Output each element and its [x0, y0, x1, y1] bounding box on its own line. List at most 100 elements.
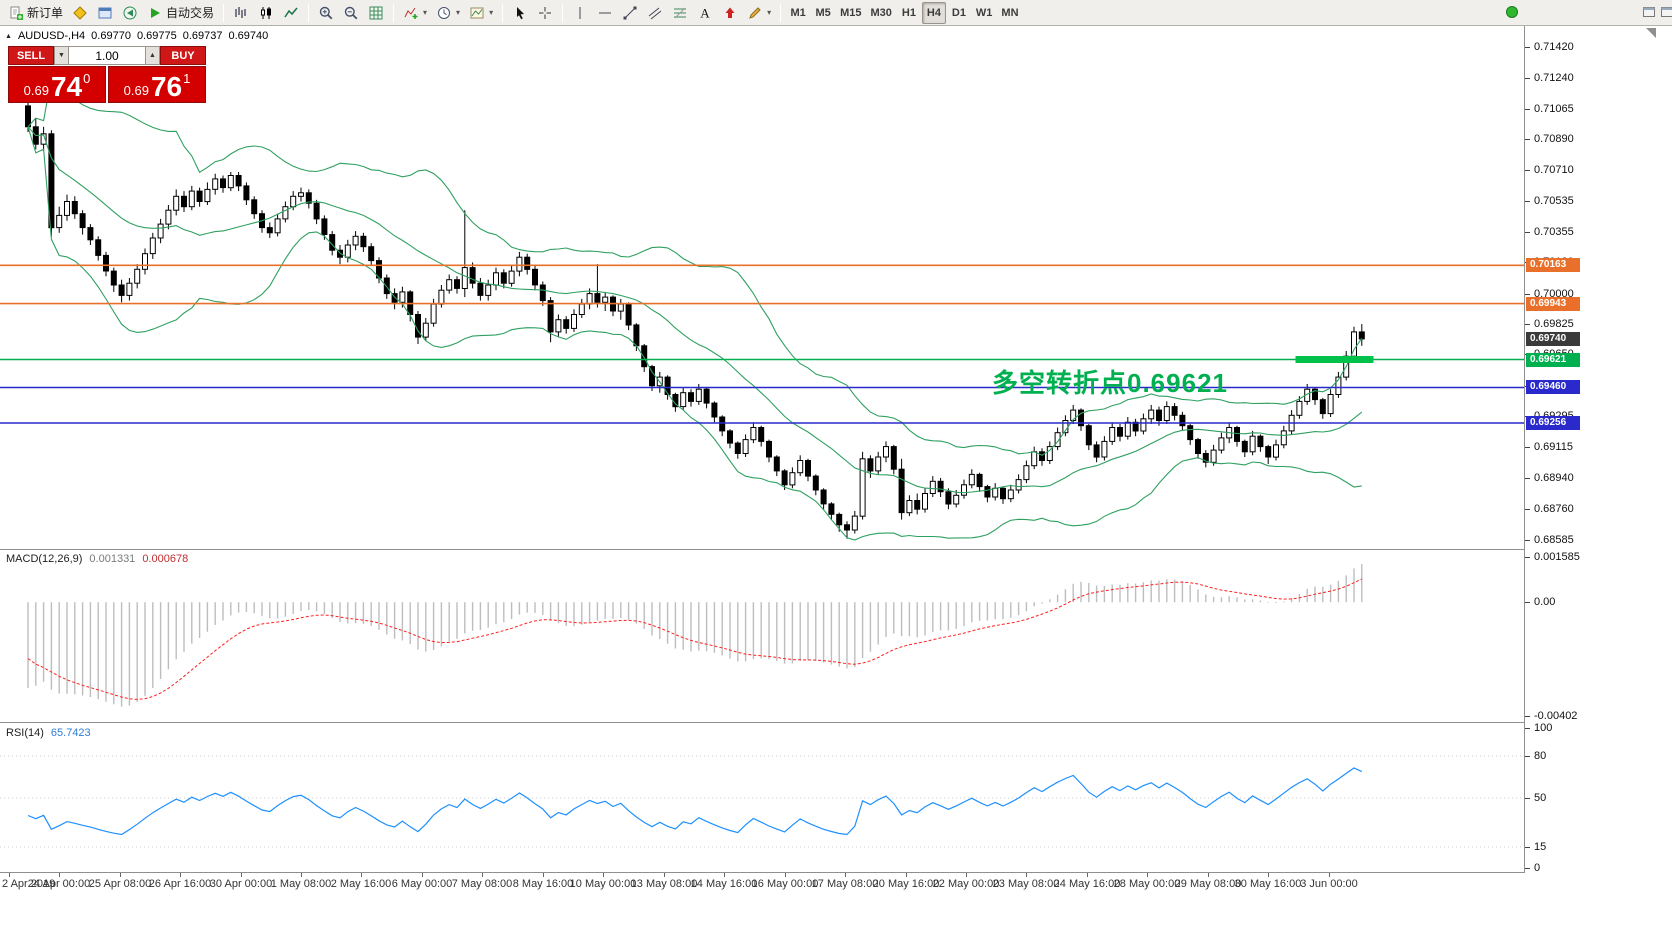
- axis-tick-mark: [1525, 232, 1530, 233]
- sell-button[interactable]: SELL: [8, 46, 54, 65]
- open-value: 0.69770: [91, 30, 131, 42]
- trendline-button[interactable]: [618, 2, 642, 24]
- templates-button[interactable]: ▾: [465, 2, 497, 24]
- volume-input[interactable]: [69, 46, 145, 65]
- collapse-panel-icon[interactable]: ▲: [5, 32, 12, 40]
- timeframe-m1-button[interactable]: M1: [786, 2, 810, 24]
- sell-price-big: 74: [50, 71, 83, 103]
- time-tick-label: 8 May 16:00: [512, 878, 574, 890]
- crosshair-button[interactable]: [533, 2, 557, 24]
- line-chart-button[interactable]: [279, 2, 303, 24]
- sell-price-pip: 0: [83, 71, 91, 86]
- axis-tick-mark: [1525, 756, 1530, 757]
- connection-status-icon[interactable]: [1500, 1, 1524, 23]
- timeframe-m15-button[interactable]: M15: [836, 2, 865, 24]
- timeframe-mn-button-label: MN: [1001, 6, 1019, 19]
- time-tick-mark: [180, 873, 181, 877]
- buy-price-small: 0.69: [123, 83, 149, 99]
- equidistant-channel-button[interactable]: [643, 2, 667, 24]
- cursor-button[interactable]: [508, 2, 532, 24]
- chart-ohlc-header: ▲ AUDUSD-,H4 0.69770 0.69775 0.69737 0.6…: [5, 30, 268, 42]
- macd-panel-canvas[interactable]: [0, 550, 1524, 722]
- axis-tick-mark: [1525, 139, 1530, 140]
- template-icon: [470, 7, 484, 18]
- bar-chart-button[interactable]: [229, 2, 253, 24]
- metaeditor-button[interactable]: [68, 2, 92, 24]
- panel-splitter[interactable]: [0, 549, 1672, 550]
- time-tick-mark: [1329, 873, 1330, 877]
- sell-price-small: 0.69: [23, 83, 49, 99]
- text-label-button[interactable]: A: [693, 2, 717, 24]
- level-price-badge: 0.69943: [1526, 297, 1580, 311]
- notifications-button[interactable]: [118, 2, 142, 24]
- buy-price-button[interactable]: 0.69 76 1: [108, 66, 206, 103]
- horizontal-line-button[interactable]: [593, 2, 617, 24]
- timeframe-m5-button-label: M5: [815, 6, 831, 19]
- panel-splitter[interactable]: [0, 722, 1672, 723]
- periods-button[interactable]: ▾: [432, 2, 464, 24]
- fibonacci-retracement-button[interactable]: [668, 2, 692, 24]
- macd-signal-value: 0.000678: [142, 553, 189, 565]
- toolbar-separator: [780, 3, 782, 22]
- time-tick-label: 14 May 16:00: [690, 878, 758, 890]
- chart-shift-marker[interactable]: [1646, 28, 1656, 38]
- timeframe-h1-button[interactable]: H1: [897, 2, 921, 24]
- axis-tick-mark: [1525, 447, 1530, 448]
- timeframe-m30-button-label: M30: [870, 6, 892, 19]
- price-tick-label: 0.70535: [1534, 195, 1574, 207]
- vertical-line-button[interactable]: [568, 2, 592, 24]
- zoom-out-button[interactable]: [339, 2, 363, 24]
- vline-icon: [579, 6, 581, 19]
- megaphone-icon: [123, 6, 137, 19]
- level-price-badge: 0.69256: [1526, 416, 1580, 430]
- timeframe-d1-button[interactable]: D1: [947, 2, 971, 24]
- timeframe-w1-button[interactable]: W1: [972, 2, 997, 24]
- indicators-button[interactable]: ▾: [399, 2, 431, 24]
- price-tick-label: 0.71420: [1534, 41, 1574, 53]
- autotrading-button[interactable]: 自动交易: [143, 2, 218, 24]
- time-tick-label: 13 May 08:00: [630, 878, 698, 890]
- rsi-panel-canvas[interactable]: [0, 724, 1524, 872]
- drawing-tools-button[interactable]: ▾: [743, 2, 775, 24]
- time-tick-mark: [1208, 873, 1209, 877]
- dock-window-button[interactable]: [1637, 1, 1661, 23]
- time-tick-label: 25 Apr 08:00: [88, 878, 152, 890]
- candlestick-chart-button[interactable]: [254, 2, 278, 24]
- market-watch-button[interactable]: [93, 2, 117, 24]
- axis-tick-mark: [1525, 716, 1530, 717]
- new-window-button[interactable]: [1655, 1, 1672, 23]
- timeframe-m30-button[interactable]: M30: [867, 2, 896, 24]
- timeframe-h4-button[interactable]: H4: [921, 1, 946, 24]
- tline-icon: [623, 6, 637, 19]
- timeframe-mn-button[interactable]: MN: [997, 2, 1022, 24]
- one-click-trading-panel: SELL ▼ ▲ BUY 0.69 74 0 0.69 76 1: [8, 46, 206, 103]
- toolbar-separator: [393, 3, 395, 22]
- buy-button[interactable]: BUY: [160, 46, 206, 65]
- sell-price-button[interactable]: 0.69 74 0: [8, 66, 106, 103]
- zoom-in-button[interactable]: [314, 2, 338, 24]
- price-chart-canvas[interactable]: [0, 26, 1524, 550]
- time-tick-mark: [603, 873, 604, 877]
- new-order-button[interactable]: 新订单: [4, 2, 67, 24]
- time-tick-label: 30 May 16:00: [1234, 878, 1302, 890]
- time-axis[interactable]: 2 Apr 2019 24 Apr 00:00 25 Apr 08:00 26 Apr…: [0, 873, 1672, 893]
- time-tick-label: 22 May 00:00: [932, 878, 1000, 890]
- price-axis[interactable]: 0.71420 0.71240 0.71065 0.70890 0.70710 0.705…: [1524, 26, 1672, 874]
- macd-indicator-label: MACD(12,26,9) 0.001331 0.000678: [6, 553, 188, 565]
- macd-tick-label: 0.00: [1534, 596, 1556, 608]
- volume-decrease-button[interactable]: ▼: [54, 46, 69, 65]
- rsi-tick-label: 15: [1534, 841, 1547, 853]
- symbol-period-label: AUDUSD-,H4: [17, 30, 86, 42]
- time-tick-mark: [1087, 873, 1088, 877]
- rsi-value: 65.7423: [50, 727, 91, 739]
- time-tick-mark: [9, 873, 10, 877]
- time-tick-mark: [664, 873, 665, 877]
- arrow-objects-button[interactable]: [718, 2, 742, 24]
- macd-name: MACD(12,26,9): [6, 553, 83, 565]
- tile-windows-button[interactable]: [364, 2, 388, 24]
- rsi-name: RSI(14): [6, 727, 44, 739]
- volume-increase-button[interactable]: ▲: [145, 46, 160, 65]
- axis-tick-mark: [1525, 557, 1530, 558]
- axis-tick-mark: [1525, 798, 1530, 799]
- timeframe-m5-button[interactable]: M5: [811, 2, 835, 24]
